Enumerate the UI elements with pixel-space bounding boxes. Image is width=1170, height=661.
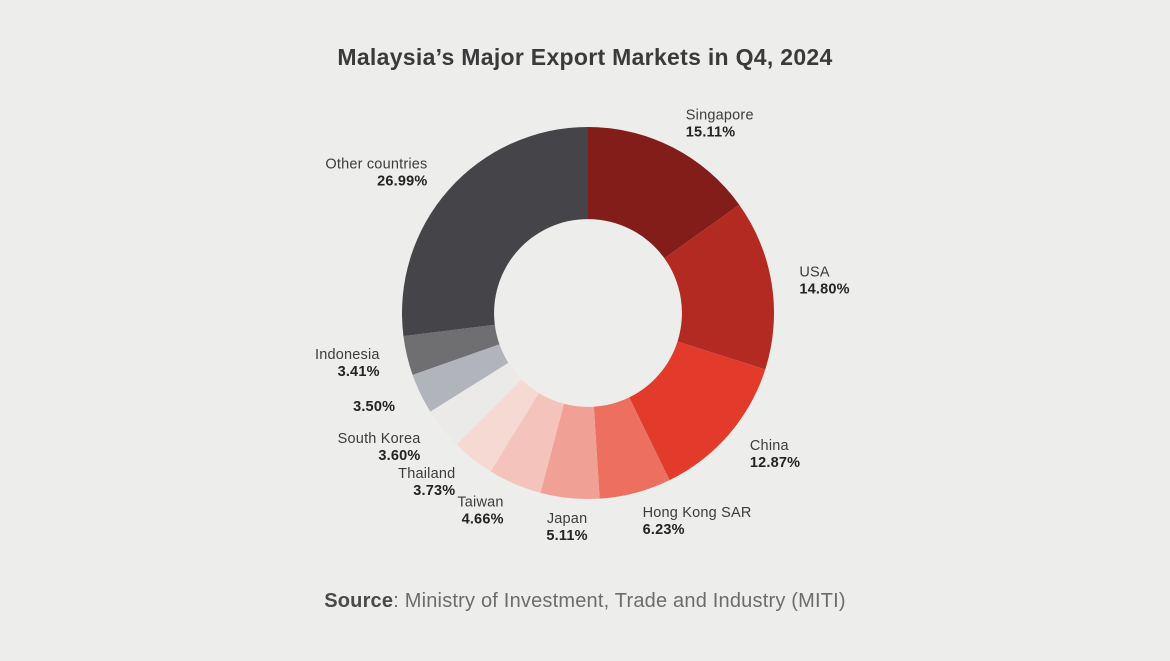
slice-label-name: Other countries xyxy=(325,156,427,172)
slice-hong-kong-sar xyxy=(593,397,670,499)
slice-taiwan xyxy=(490,393,564,493)
slice-label-percent: 3.73% xyxy=(413,483,455,499)
slice-label-name: Singapore xyxy=(686,108,754,124)
slice-label-percent: 3.41% xyxy=(338,364,380,380)
slice-label-percent: 3.60% xyxy=(378,448,420,464)
slice-label-3-50: 3.50% xyxy=(353,399,395,415)
slice-usa xyxy=(664,204,775,370)
slice-south-korea xyxy=(430,362,522,445)
slice-label-percent: 15.11% xyxy=(686,125,736,141)
slice-label-name: China xyxy=(750,438,790,454)
source-text: : Ministry of Investment, Trade and Indu… xyxy=(393,590,846,612)
slice-label-name: Indonesia xyxy=(315,347,380,363)
slice-china xyxy=(629,341,766,481)
slice-indonesia xyxy=(403,324,500,375)
slice-other-countries xyxy=(402,127,588,337)
slice-label-name: Japan xyxy=(547,511,588,527)
slice-label-percent: 6.23% xyxy=(643,522,685,538)
slice-singapore xyxy=(588,127,740,259)
slice-3-50 xyxy=(412,344,509,412)
slice-label-percent: 5.11% xyxy=(546,528,587,544)
source-label: Source xyxy=(324,590,394,612)
slice-japan xyxy=(540,403,600,500)
slice-thailand xyxy=(456,379,539,472)
slice-label-name: Thailand xyxy=(398,466,455,482)
slice-label-name: USA xyxy=(799,265,830,281)
slice-label-percent: 26.99% xyxy=(377,173,427,189)
source-line: Source: Ministry of Investment, Trade an… xyxy=(0,590,1170,613)
slice-label-percent: 14.80% xyxy=(799,282,849,298)
slice-label-percent: 3.50% xyxy=(353,399,395,415)
chart-title: Malaysia’s Major Export Markets in Q4, 2… xyxy=(337,44,833,70)
slice-label-percent: 12.87% xyxy=(750,455,800,471)
slice-label-name: Taiwan xyxy=(457,495,503,511)
slice-label-percent: 4.66% xyxy=(462,512,504,528)
slice-label-name: South Korea xyxy=(338,431,422,447)
slice-label-name: Hong Kong SAR xyxy=(643,505,752,521)
